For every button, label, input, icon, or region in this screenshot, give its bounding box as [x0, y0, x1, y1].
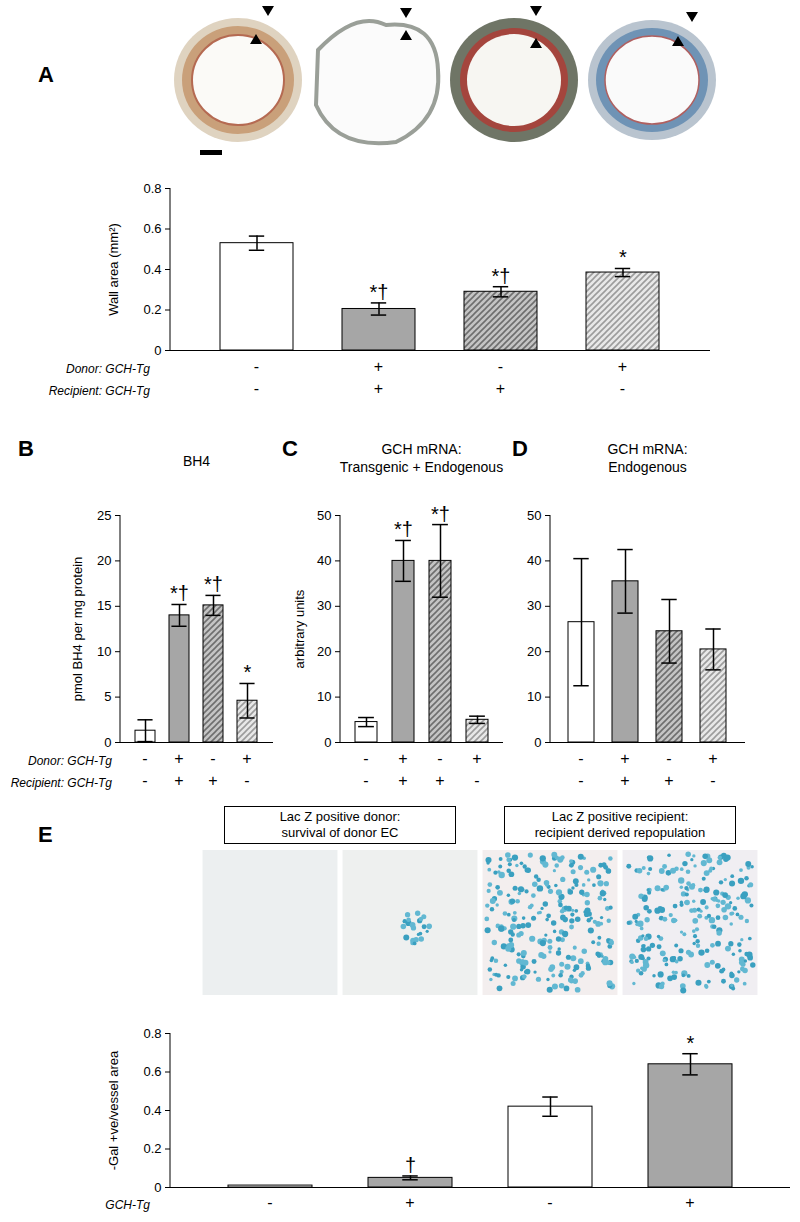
- svg-text:0: 0: [104, 735, 111, 750]
- html-text:GCH-Tg: GCH-Tg: [105, 1198, 150, 1212]
- html-text:Lac Z positive recipient: reci: Lac Z positive recipient: recipient deri…: [534, 809, 706, 840]
- svg-text:0: 0: [154, 343, 161, 358]
- html-text:Donor: GCH-Tg: Donor: GCH-Tg: [66, 362, 150, 376]
- html-text:Recipient: GCH-Tg: Recipient: GCH-Tg: [10, 776, 112, 790]
- svg-text:10: 10: [97, 644, 111, 659]
- svg-text:*†: *†: [394, 518, 413, 540]
- svg-text:5: 5: [104, 689, 111, 704]
- svg-text:*†: *†: [370, 281, 389, 303]
- svg-text:50: 50: [527, 508, 541, 523]
- svg-text:*†: *†: [492, 265, 511, 287]
- svg-text:*†: *†: [170, 582, 189, 604]
- html-text:B: B: [18, 436, 34, 461]
- svg-text:0.8: 0.8: [143, 1026, 161, 1041]
- svg-text:20: 20: [97, 553, 111, 568]
- svg-text:0: 0: [324, 735, 331, 750]
- svg-text:20: 20: [317, 644, 331, 659]
- svg-text:20: 20: [527, 644, 541, 659]
- svg-text:-Gal +ve/vessel area: -Gal +ve/vessel area: [106, 1050, 121, 1170]
- svg-text:30: 30: [527, 598, 541, 613]
- html-text:C: C: [282, 436, 298, 461]
- svg-text:25: 25: [97, 508, 111, 523]
- svg-text:0: 0: [154, 1180, 161, 1195]
- html-text:GCH mRNA: Endogenous: GCH mRNA: Endogenous: [607, 441, 688, 475]
- svg-text:30: 30: [317, 598, 331, 613]
- svg-text:50: 50: [317, 508, 331, 523]
- html-text:BH4: BH4: [182, 453, 211, 469]
- svg-text:pmol BH4 per mg protein: pmol BH4 per mg protein: [70, 557, 85, 702]
- svg-text:0.2: 0.2: [143, 302, 161, 317]
- svg-text:0.6: 0.6: [143, 221, 161, 236]
- html-text:D: D: [512, 436, 528, 461]
- svg-text:*†: *†: [431, 503, 450, 525]
- svg-text:*: *: [687, 1032, 695, 1054]
- svg-text:0: 0: [534, 735, 541, 750]
- svg-text:*: *: [244, 661, 252, 683]
- svg-text:40: 40: [317, 553, 331, 568]
- html-text:Lac Z positive donor: survival: Lac Z positive donor: survival of donor …: [279, 809, 401, 840]
- svg-text:0.8: 0.8: [143, 181, 161, 196]
- html-text:A: A: [38, 62, 54, 87]
- html-text:GCH mRNA: Transgenic + Endogen: GCH mRNA: Transgenic + Endogenous: [339, 441, 504, 475]
- svg-text:40: 40: [527, 553, 541, 568]
- html-text:Donor: GCH-Tg: Donor: GCH-Tg: [28, 754, 112, 768]
- svg-text:0.4: 0.4: [143, 262, 161, 277]
- svg-text:15: 15: [97, 598, 111, 613]
- svg-text:†: †: [405, 1154, 416, 1176]
- svg-text:Wall area (mm²): Wall area (mm²): [106, 223, 121, 316]
- svg-text:*: *: [619, 246, 627, 268]
- svg-text:*†: *†: [204, 573, 223, 595]
- svg-text:0.4: 0.4: [143, 1103, 161, 1118]
- html-text:Recipient: GCH-Tg: Recipient: GCH-Tg: [48, 384, 150, 398]
- svg-text:10: 10: [317, 689, 331, 704]
- svg-text:0.2: 0.2: [143, 1141, 161, 1156]
- html-text:E: E: [38, 822, 53, 847]
- svg-text:10: 10: [527, 689, 541, 704]
- svg-text:arbitrary units: arbitrary units: [292, 589, 307, 668]
- svg-text:0.6: 0.6: [143, 1064, 161, 1079]
